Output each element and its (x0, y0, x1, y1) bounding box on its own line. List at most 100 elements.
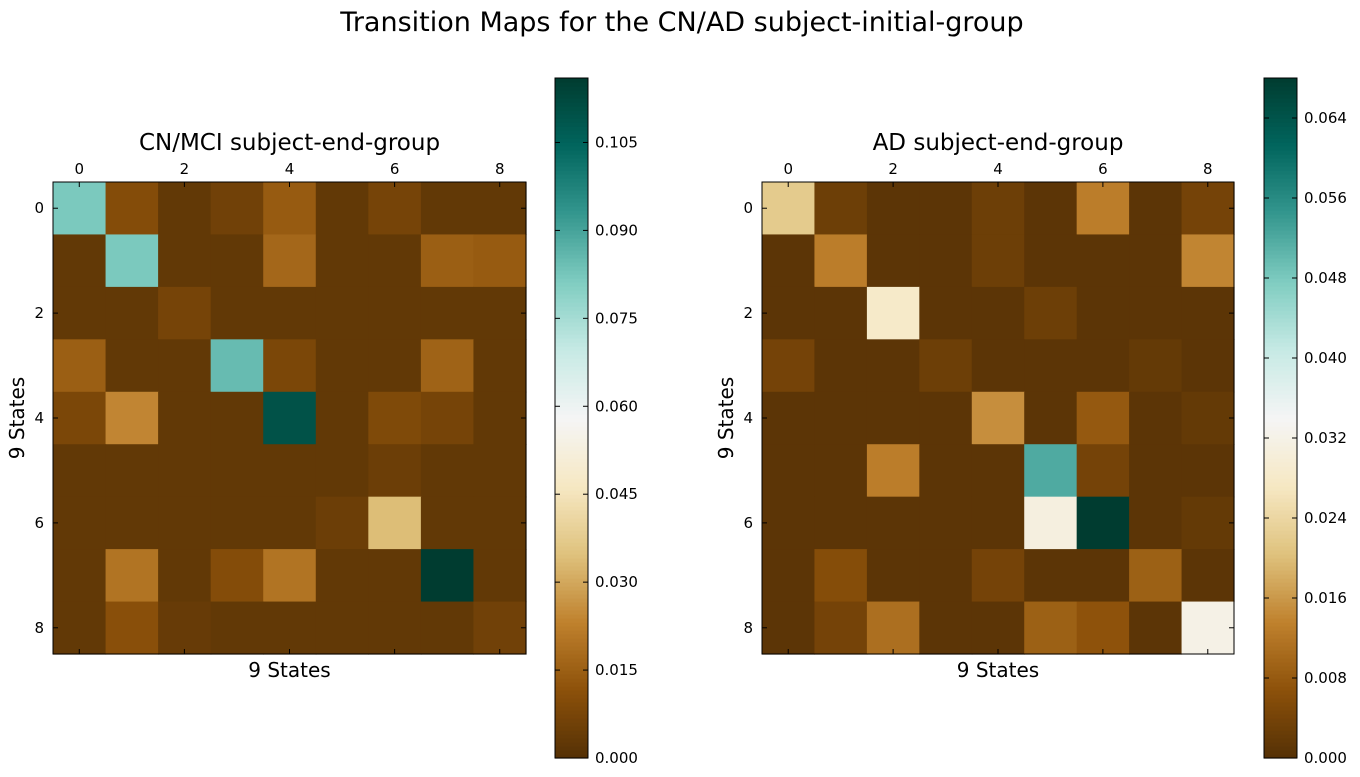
x-tick-label: 6 (390, 160, 400, 178)
colorbar-band (555, 142, 588, 147)
heatmap-right-cell-6-1 (814, 496, 868, 550)
colorbar-band (555, 458, 588, 463)
colorbar-band (555, 550, 588, 555)
colorbar-band (1264, 226, 1297, 231)
colorbar-band (1264, 114, 1297, 119)
heatmap-left-cell-8-7 (420, 601, 475, 655)
colorbar-band (1264, 686, 1297, 691)
colorbar-band (555, 314, 588, 319)
x-tick-label: 8 (1203, 160, 1213, 178)
heatmap-right-cell-6-7 (1129, 496, 1183, 550)
colorbar-band (1264, 442, 1297, 447)
colorbar-band (1264, 586, 1297, 591)
colorbar-band (1264, 678, 1297, 683)
colorbar-band (1264, 350, 1297, 355)
heatmap-right-cell-3-6 (1076, 339, 1130, 393)
heatmap-left-cell-2-1 (105, 286, 159, 340)
colorbar-band (555, 526, 588, 531)
heatmap-left-cell-5-1 (105, 444, 159, 498)
colorbar-tick-label: 0.024 (1304, 509, 1347, 527)
colorbar-band (1264, 386, 1297, 391)
colorbar-band (1264, 506, 1297, 511)
heatmap-left-cell-6-8 (473, 496, 527, 550)
colorbar-band (555, 738, 588, 743)
colorbar-band (1264, 558, 1297, 563)
colorbar-band (1264, 166, 1297, 171)
colorbar-band (1264, 162, 1297, 167)
colorbar-band (1264, 302, 1297, 307)
heatmap-left-cell-1-8 (473, 234, 527, 288)
heatmap-left-cell-7-7 (420, 549, 475, 603)
colorbar-band (555, 382, 588, 387)
colorbar-band (555, 274, 588, 279)
colorbar-band (555, 394, 588, 399)
colorbar-band (555, 306, 588, 311)
heatmap-right-cell-0-4 (971, 182, 1025, 236)
heatmap-right-cell-1-1 (814, 234, 868, 288)
colorbar-band (1264, 454, 1297, 459)
heatmap-right-cell-8-5 (1024, 601, 1078, 655)
x-tick-label: 0 (783, 160, 793, 178)
colorbar-band (555, 746, 588, 751)
y-tick-label: 2 (743, 304, 753, 322)
heatmap-right-cell-7-6 (1076, 549, 1130, 603)
colorbar-band (555, 674, 588, 679)
heatmap-right-cell-2-5 (1024, 286, 1078, 340)
colorbar-band (1264, 602, 1297, 607)
colorbar-band (555, 130, 588, 135)
colorbar-band (555, 406, 588, 411)
y-tick-label: 6 (34, 514, 44, 532)
heatmap-right-cell-4-0 (762, 391, 816, 445)
colorbar-band (555, 638, 588, 643)
colorbar-band (1264, 638, 1297, 643)
heatmap-left-ylabel: 9 States (5, 377, 29, 459)
colorbar-band (1264, 590, 1297, 595)
heatmap-left-cell-5-7 (420, 444, 475, 498)
heatmap-left-cell-8-8 (473, 601, 527, 655)
colorbar-band (1264, 214, 1297, 219)
heatmap-right-cell-2-2 (866, 286, 920, 340)
colorbar-tick-label: 0.060 (595, 397, 638, 415)
heatmap-right-cell-1-7 (1129, 234, 1183, 288)
colorbar-band (555, 682, 588, 687)
colorbar-band (1264, 342, 1297, 347)
colorbar-band (555, 338, 588, 343)
colorbar-band (1264, 446, 1297, 451)
colorbar-band (555, 354, 588, 359)
colorbar-band (1264, 522, 1297, 527)
colorbar-band (555, 410, 588, 415)
colorbar-band (1264, 286, 1297, 291)
colorbar-band (1264, 182, 1297, 187)
colorbar-band (555, 214, 588, 219)
colorbar-band (1264, 334, 1297, 339)
colorbar-band (1264, 594, 1297, 599)
colorbar-band (1264, 570, 1297, 575)
colorbar-band (1264, 742, 1297, 747)
colorbar-band (1264, 102, 1297, 107)
heatmap-left-cell-3-7 (420, 339, 475, 393)
colorbar-band (555, 186, 588, 191)
colorbar-band (555, 658, 588, 663)
colorbar-band (555, 418, 588, 423)
colorbar-band (555, 630, 588, 635)
colorbar-band (555, 378, 588, 383)
heatmap-right-cell-0-6 (1076, 182, 1130, 236)
colorbar-band (1264, 78, 1297, 83)
heatmap-right: AD subject-end-group 0 2 4 6 8 0 2 4 6 8 9 States… (714, 130, 1235, 682)
heatmap-left-cell-3-2 (158, 339, 212, 393)
colorbar-band (555, 514, 588, 519)
colorbar-band (1264, 210, 1297, 215)
colorbar-band (1264, 358, 1297, 363)
heatmap-left-cell-0-3 (210, 182, 264, 236)
colorbar-band (555, 82, 588, 87)
figure-title: Transition Maps for the CN/AD subject-in… (339, 7, 1023, 38)
heatmap-left-cell-0-4 (263, 182, 317, 236)
colorbar-band (1264, 738, 1297, 743)
colorbar-band (1264, 690, 1297, 695)
heatmap-left-cell-3-8 (473, 339, 527, 393)
y-tick-label: 8 (743, 619, 753, 637)
heatmap-right-cell-6-5 (1024, 496, 1078, 550)
colorbar-band (1264, 474, 1297, 479)
colorbar-band (1264, 714, 1297, 719)
colorbar-band (555, 318, 588, 323)
